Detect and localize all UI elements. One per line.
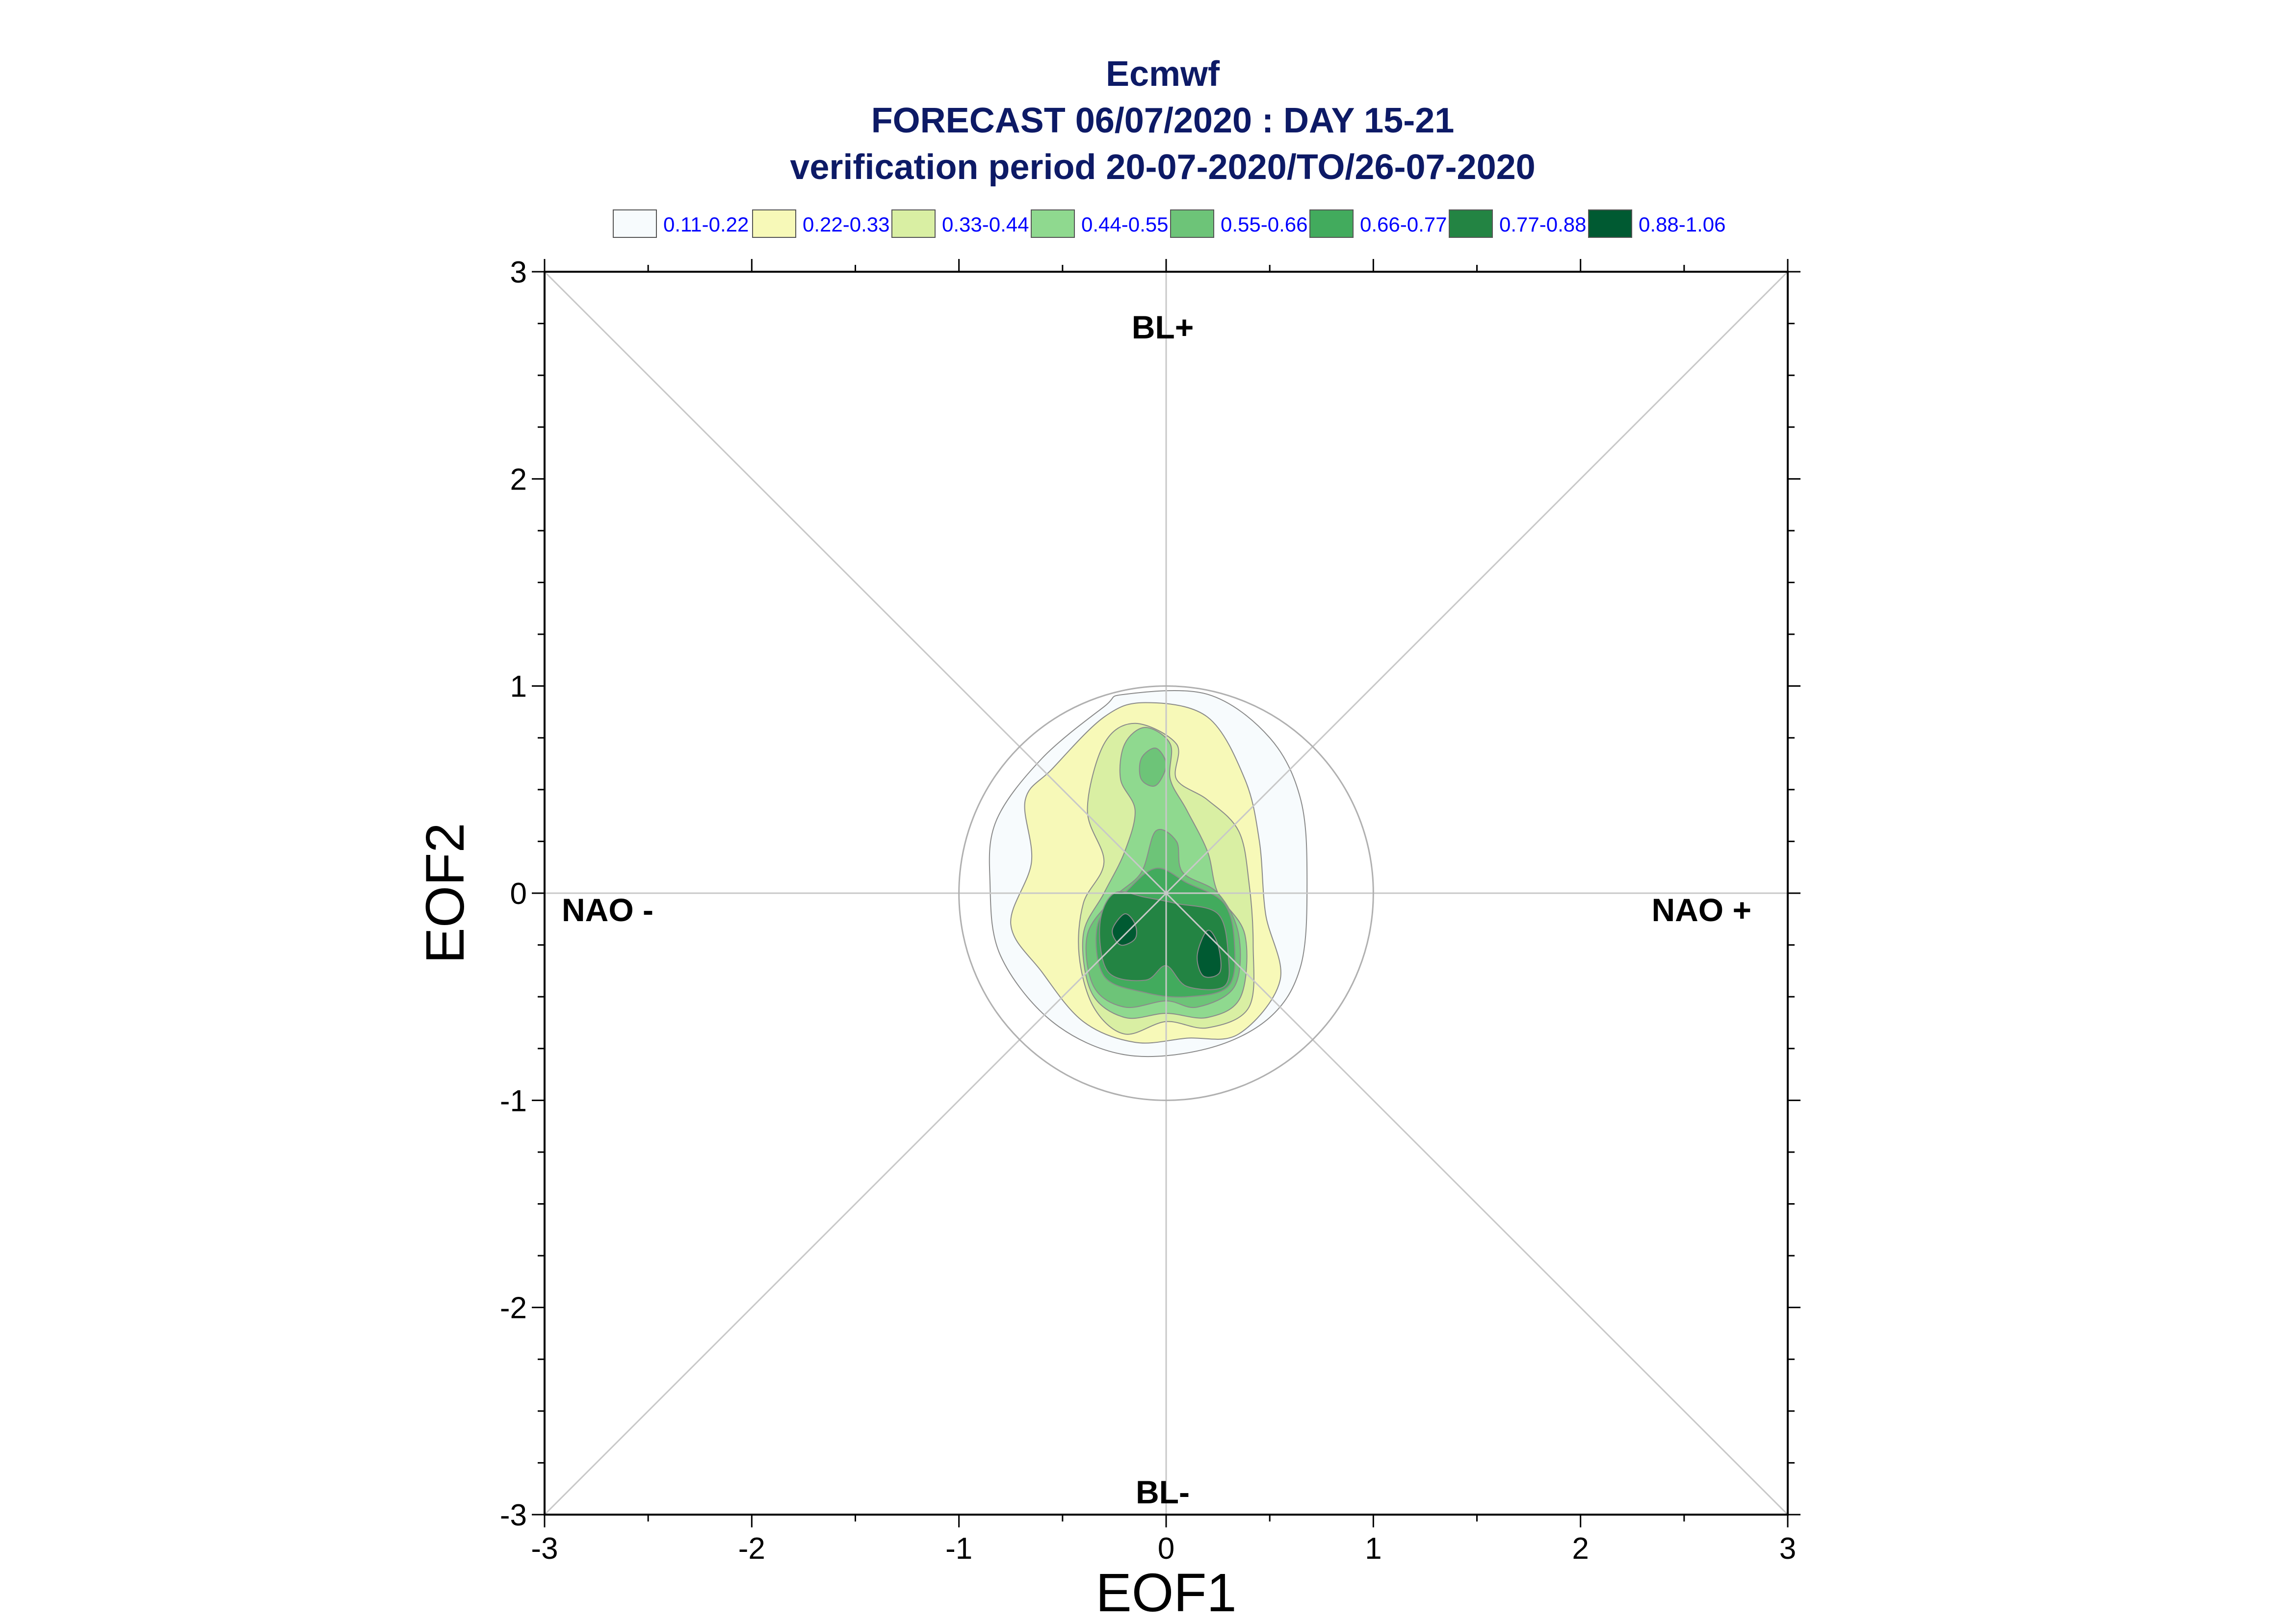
legend-swatch: [613, 209, 657, 238]
legend-label: 0.44-0.55: [1081, 213, 1168, 236]
legend-item: 0.44-0.55: [1031, 209, 1168, 238]
legend-swatch: [1309, 209, 1354, 238]
y-tick-label: 3: [510, 256, 527, 289]
regime-label-bl-minus: BL-: [1136, 1474, 1190, 1510]
chart-title: Ecmwf: [1106, 54, 1220, 94]
x-tick-label: 0: [1158, 1532, 1174, 1566]
y-tick-label: 2: [510, 463, 527, 496]
legend-label: 0.22-0.33: [803, 213, 889, 236]
legend-swatch: [1031, 209, 1075, 238]
x-axis-title: EOF1: [1095, 1563, 1236, 1623]
density-contour: [1112, 913, 1137, 946]
legend-swatch: [891, 209, 936, 238]
density-contours: [989, 690, 1308, 1057]
y-tick-label: 1: [510, 670, 527, 704]
legend-item: 0.77-0.88: [1449, 209, 1586, 238]
legend-item: 0.11-0.22: [613, 209, 749, 238]
unit-circle: [958, 685, 1374, 1101]
legend-swatch: [1449, 209, 1493, 238]
legend-label: 0.11-0.22: [663, 213, 749, 236]
legend-item: 0.33-0.44: [891, 209, 1029, 238]
legend-item: 0.55-0.66: [1170, 209, 1307, 238]
y-tick-label: -2: [500, 1291, 527, 1325]
regime-label-nao-plus: NAO +: [1651, 892, 1751, 928]
axis-ticks: -3 -2 -1 0 1 2 3 -3 -2 -1 0 1 2 3: [500, 256, 1800, 1566]
x-tick-label: 1: [1365, 1532, 1382, 1566]
x-tick-label: -1: [945, 1532, 972, 1566]
legend-label: 0.77-0.88: [1499, 213, 1586, 236]
x-tick-label: 3: [1779, 1532, 1796, 1566]
legend-label: 0.33-0.44: [942, 213, 1029, 236]
x-tick-label: 2: [1572, 1532, 1589, 1566]
regime-label-nao-minus: NAO -: [562, 892, 653, 928]
legend-item: 0.66-0.77: [1309, 209, 1447, 238]
y-tick-label: -1: [500, 1084, 527, 1118]
legend-label: 0.66-0.77: [1360, 213, 1447, 236]
regime-labels: BL+ BL- NAO - NAO +: [562, 309, 1751, 1510]
chart-subtitle-verification: verification period 20-07-2020/TO/26-07-…: [790, 148, 1535, 187]
legend-item: 0.22-0.33: [752, 209, 889, 238]
legend-label: 0.88-1.06: [1639, 213, 1725, 236]
legend-swatch: [752, 209, 796, 238]
legend: 0.11-0.22 0.22-0.33 0.33-0.44 0.44-0.55 0.55…: [613, 209, 1725, 238]
legend-item: 0.88-1.06: [1588, 209, 1725, 238]
guide-lines: [544, 271, 1789, 1516]
chart-title-group: Ecmwf FORECAST 06/07/2020 : DAY 15-21 ve…: [790, 54, 1535, 187]
regime-label-bl-plus: BL+: [1132, 309, 1194, 345]
y-tick-label: 0: [510, 877, 527, 911]
y-tick-label: -3: [500, 1498, 527, 1532]
legend-swatch: [1170, 209, 1214, 238]
plot-area: -3 -2 -1 0 1 2 3 -3 -2 -1 0 1 2 3: [500, 256, 1800, 1566]
y-axis-title: EOF2: [415, 823, 475, 963]
x-tick-label: -3: [531, 1532, 558, 1566]
legend-swatch: [1588, 209, 1632, 238]
chart-subtitle-forecast: FORECAST 06/07/2020 : DAY 15-21: [871, 101, 1455, 140]
legend-label: 0.55-0.66: [1221, 213, 1307, 236]
x-tick-label: -2: [738, 1532, 765, 1566]
density-contour: [1139, 748, 1167, 787]
